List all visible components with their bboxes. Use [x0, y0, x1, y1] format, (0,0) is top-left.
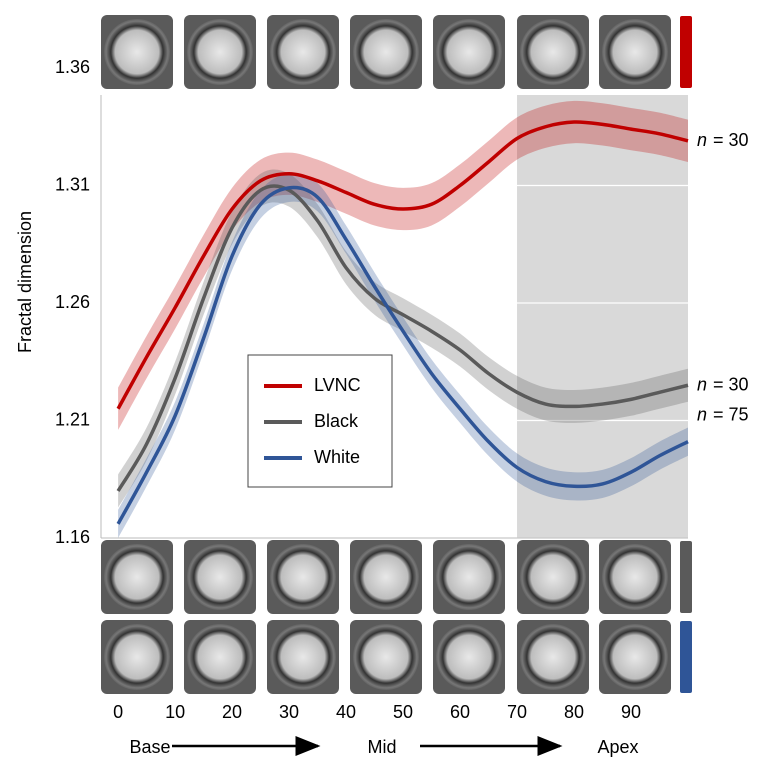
n-text: = 30 [713, 374, 749, 394]
thumbnail-heart [187, 624, 253, 690]
group-color-bar [680, 541, 692, 613]
x-tick-label: 60 [450, 702, 470, 722]
x-tick-label: 50 [393, 702, 413, 722]
thumbnail-heart [270, 544, 336, 610]
x-tick-label: 20 [222, 702, 242, 722]
y-tick-label: 1.16 [55, 527, 90, 547]
sample-size-label: n = 75 [697, 404, 749, 424]
x-tick-label: 30 [279, 702, 299, 722]
thumbnail-heart [436, 624, 502, 690]
series-line [116, 184, 689, 492]
x-tick-label: 70 [507, 702, 527, 722]
y-tick-label: 1.21 [55, 409, 90, 429]
thumbnail-heart [353, 624, 419, 690]
x-tick-label: 40 [336, 702, 356, 722]
thumbnail-heart [187, 544, 253, 610]
y-tick-label: 1.26 [55, 292, 90, 312]
thumbnail-heart [104, 624, 170, 690]
shaded-region [517, 95, 688, 538]
n-symbol: n [697, 130, 707, 150]
series-line [116, 120, 689, 410]
thumbnail-heart [602, 624, 668, 690]
region-label: Apex [597, 737, 638, 757]
confidence-band [118, 100, 688, 430]
y-tick-label: 1.31 [55, 174, 90, 194]
x-tick-label: 10 [165, 702, 185, 722]
thumbnail-heart [520, 19, 586, 85]
thumbnail-heart [353, 19, 419, 85]
x-tick-label: 80 [564, 702, 584, 722]
thumbnail-heart [520, 544, 586, 610]
group-color-bar [680, 16, 692, 88]
thumbnail-heart [104, 544, 170, 610]
thumbnails [101, 15, 692, 694]
thumbnail-heart [436, 544, 502, 610]
n-text: = 75 [713, 404, 749, 424]
y-axis-label: Fractal dimension [15, 211, 35, 353]
n-text: = 30 [713, 130, 749, 150]
legend-label: White [314, 447, 360, 467]
series-line [116, 185, 689, 525]
plot-area [100, 95, 689, 539]
thumbnail-heart [520, 624, 586, 690]
thumbnail-heart [353, 544, 419, 610]
n-symbol: n [697, 374, 707, 394]
x-tick-label: 0 [113, 702, 123, 722]
sample-size-label: n = 30 [697, 374, 749, 394]
sample-size-label: n = 30 [697, 130, 749, 150]
y-tick-label: 1.36 [55, 57, 90, 77]
legend-label: Black [314, 411, 359, 431]
thumbnail-heart [436, 19, 502, 85]
thumbnail-heart [602, 544, 668, 610]
thumbnail-heart [270, 624, 336, 690]
region-label: Base [129, 737, 170, 757]
x-tick-label: 90 [621, 702, 641, 722]
thumbnail-heart [602, 19, 668, 85]
region-label: Mid [367, 737, 396, 757]
thumbnail-heart [104, 19, 170, 85]
thumbnail-heart [187, 19, 253, 85]
legend-label: LVNC [314, 375, 361, 395]
thumbnail-heart [270, 19, 336, 85]
group-color-bar [680, 621, 692, 693]
n-symbol: n [697, 404, 707, 424]
